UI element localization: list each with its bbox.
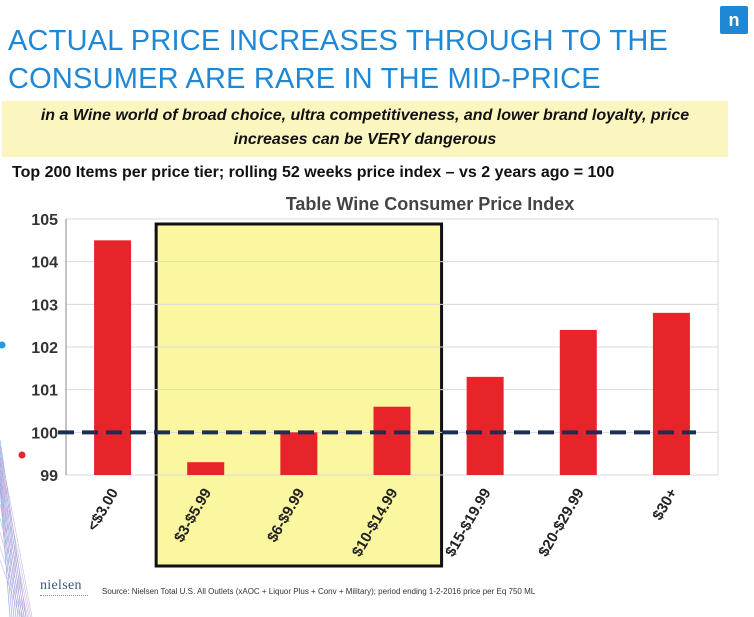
subtitle: in a Wine world of broad choice, ultra c…	[2, 104, 728, 152]
decor-mesh-line	[0, 475, 15, 617]
chart-title: Table Wine Consumer Price Index	[286, 194, 575, 214]
nielsen-logo: nielsen	[40, 578, 82, 593]
x-tick-label: $30+	[649, 485, 681, 523]
decor-mesh-line	[0, 475, 30, 617]
decor-mesh-line	[0, 447, 33, 617]
decor-mesh-line	[0, 469, 17, 617]
y-tick-label: 103	[31, 297, 58, 314]
bar	[187, 462, 225, 475]
bar	[652, 312, 690, 475]
y-tick-label: 100	[31, 425, 58, 442]
y-tick-label: 105	[31, 212, 58, 229]
decor-mesh-line	[0, 457, 21, 617]
source-note: Source: Nielsen Total U.S. All Outlets (…	[102, 587, 536, 596]
highlight-box	[154, 222, 444, 568]
page-title: ACTUAL PRICE INCREASES THROUGH TO THE CO…	[8, 22, 708, 136]
decor-mesh-line	[0, 461, 31, 617]
subtitle-line-1: in a Wine world of broad choice, ultra c…	[40, 107, 690, 124]
decor-mesh-line	[0, 487, 11, 617]
nielsen-logo-badge: n	[720, 6, 748, 34]
chart-tagline: Top 200 Items per price tier; rolling 52…	[12, 164, 615, 181]
y-tick-label: 104	[31, 255, 58, 272]
decor-dot	[18, 451, 26, 459]
bar	[94, 240, 132, 475]
decor-dot	[0, 341, 6, 349]
decor-mesh-line	[0, 445, 25, 617]
y-tick-label: 102	[31, 340, 58, 357]
x-tick-label: $20-$29.99	[535, 486, 588, 560]
bar	[280, 432, 318, 475]
y-tick-label: 101	[31, 383, 58, 400]
title-line-1: ACTUAL PRICE INCREASES THROUGH TO THE	[8, 25, 669, 57]
title-line-2: CONSUMER ARE RARE IN THE MID-PRICE RANGE	[8, 63, 601, 133]
bar	[559, 329, 597, 475]
x-tick-label: $15-$19.99	[442, 485, 495, 559]
bar	[466, 376, 504, 475]
decor-mesh-line	[0, 503, 27, 617]
nielsen-logo-underline	[40, 595, 88, 598]
decor-mesh-line	[0, 481, 13, 617]
decor-mesh-line	[0, 489, 28, 617]
x-tick-label: <$3.00	[84, 486, 122, 535]
bar	[373, 406, 411, 475]
subtitle-highlight-box	[2, 101, 728, 157]
subtitle-line-2: increases can be VERY dangerous	[233, 131, 497, 148]
y-tick-label: 99	[40, 468, 58, 485]
